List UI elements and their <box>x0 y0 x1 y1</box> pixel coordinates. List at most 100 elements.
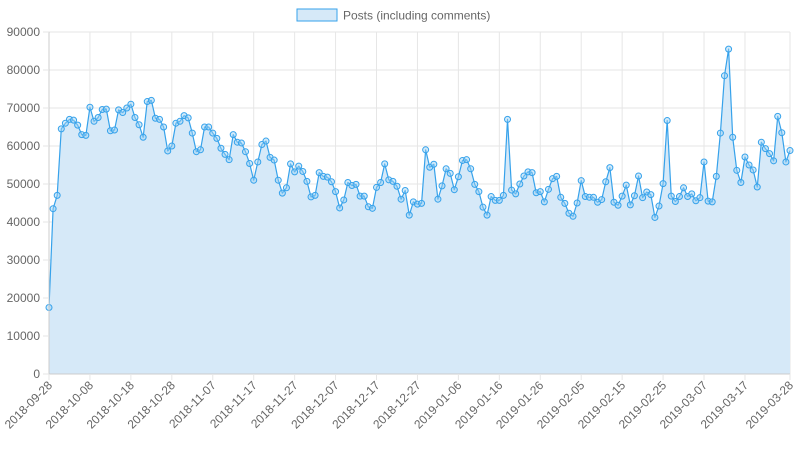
data-point[interactable] <box>655 202 663 210</box>
data-point[interactable] <box>602 178 610 186</box>
data-point[interactable] <box>262 137 270 145</box>
data-point[interactable] <box>287 160 295 168</box>
data-point[interactable] <box>127 100 135 108</box>
data-point[interactable] <box>536 188 544 196</box>
data-point[interactable] <box>332 188 340 196</box>
data-point[interactable] <box>557 193 565 201</box>
data-point[interactable] <box>94 114 102 121</box>
data-point[interactable] <box>225 156 233 164</box>
data-point[interactable] <box>569 212 577 220</box>
data-point[interactable] <box>639 194 647 202</box>
data-point[interactable] <box>475 188 483 196</box>
data-point[interactable] <box>454 173 462 181</box>
data-point[interactable] <box>745 161 753 169</box>
data-point[interactable] <box>278 189 286 197</box>
data-point[interactable] <box>725 45 733 53</box>
data-point[interactable] <box>139 133 147 141</box>
data-point[interactable] <box>782 158 790 166</box>
data-point[interactable] <box>467 165 475 173</box>
data-point[interactable] <box>381 160 389 168</box>
data-point[interactable] <box>680 184 688 192</box>
data-point[interactable] <box>119 109 127 117</box>
data-point[interactable] <box>766 150 774 158</box>
data-point[interactable] <box>229 131 237 139</box>
data-point[interactable] <box>311 191 319 199</box>
data-point[interactable] <box>774 112 782 120</box>
data-point[interactable] <box>700 158 708 166</box>
data-point[interactable] <box>770 157 778 165</box>
data-point[interactable] <box>217 144 225 152</box>
data-point[interactable] <box>483 211 491 219</box>
data-point[interactable] <box>618 192 626 200</box>
data-point[interactable] <box>237 139 245 147</box>
data-point[interactable] <box>675 193 683 201</box>
data-point[interactable] <box>442 165 450 173</box>
data-point[interactable] <box>393 182 401 190</box>
data-point[interactable] <box>291 168 299 176</box>
data-point[interactable] <box>651 213 659 221</box>
data-point[interactable] <box>626 201 634 209</box>
data-point[interactable] <box>712 172 720 180</box>
data-point[interactable] <box>667 192 675 200</box>
data-point[interactable] <box>86 103 94 111</box>
data-point[interactable] <box>471 180 479 188</box>
data-point[interactable] <box>70 116 78 124</box>
data-point[interactable] <box>327 178 335 186</box>
data-point[interactable] <box>512 190 520 198</box>
data-point[interactable] <box>553 172 561 180</box>
data-point[interactable] <box>102 105 110 113</box>
data-point[interactable] <box>111 126 118 134</box>
data-point[interactable] <box>246 159 254 167</box>
data-point[interactable] <box>741 153 749 161</box>
data-point[interactable] <box>377 178 385 186</box>
data-point[interactable] <box>606 164 614 172</box>
data-point[interactable] <box>156 115 164 123</box>
data-point[interactable] <box>49 205 57 213</box>
data-point[interactable] <box>589 193 597 201</box>
data-point[interactable] <box>397 195 405 203</box>
data-point[interactable] <box>164 147 172 155</box>
data-point[interactable] <box>671 197 679 205</box>
legend-label[interactable]: Posts (including comments) <box>343 9 490 23</box>
data-point[interactable] <box>205 123 213 131</box>
data-point[interactable] <box>729 133 737 141</box>
data-point[interactable] <box>176 117 184 125</box>
data-point[interactable] <box>688 190 696 198</box>
data-point[interactable] <box>749 166 757 174</box>
data-point[interactable] <box>733 166 741 174</box>
data-point[interactable] <box>188 129 196 137</box>
data-point[interactable] <box>716 129 724 137</box>
data-point[interactable] <box>463 156 471 164</box>
data-point[interactable] <box>450 186 458 194</box>
data-point[interactable] <box>250 176 258 184</box>
data-point[interactable] <box>373 183 381 191</box>
data-point[interactable] <box>368 204 376 212</box>
data-point[interactable] <box>184 114 192 122</box>
data-point[interactable] <box>340 196 348 204</box>
data-point[interactable] <box>299 167 307 175</box>
data-point[interactable] <box>389 177 397 185</box>
data-point[interactable] <box>520 172 528 180</box>
data-point[interactable] <box>753 183 761 191</box>
data-point[interactable] <box>53 191 61 199</box>
data-point[interactable] <box>336 204 344 212</box>
data-point[interactable] <box>242 148 250 156</box>
data-point[interactable] <box>635 172 643 180</box>
data-point[interactable] <box>786 147 794 155</box>
legend-swatch[interactable] <box>296 8 338 22</box>
data-point[interactable] <box>561 199 569 207</box>
data-point[interactable] <box>659 180 667 188</box>
legend[interactable]: Posts (including comments) <box>296 8 490 23</box>
data-point[interactable] <box>647 191 655 199</box>
data-point[interactable] <box>778 129 786 137</box>
data-point[interactable] <box>761 145 769 153</box>
data-point[interactable] <box>438 182 446 190</box>
data-point[interactable] <box>135 121 143 129</box>
data-point[interactable] <box>254 158 262 166</box>
data-point[interactable] <box>446 169 454 177</box>
data-point[interactable] <box>598 196 606 204</box>
data-point[interactable] <box>270 156 278 164</box>
data-point[interactable] <box>405 211 413 219</box>
data-point[interactable] <box>401 186 409 194</box>
data-point[interactable] <box>323 173 331 181</box>
